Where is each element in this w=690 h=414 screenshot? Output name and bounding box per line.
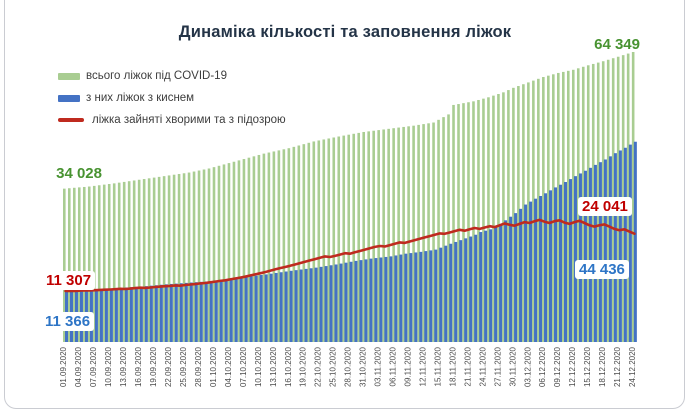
x-axis-tick-label: 10.09.2020 — [104, 346, 113, 387]
legend-label: всього ліжок під COVID-19 — [86, 70, 227, 82]
legend-label: з них ліжок з киснем — [86, 92, 195, 104]
x-axis-tick-label: 28.09.2020 — [194, 346, 203, 387]
x-axis-tick-label: 19.09.2020 — [149, 346, 158, 387]
oxygen-beds-bars — [65, 141, 637, 342]
x-axis-tick-label: 06.12.2020 — [538, 346, 547, 387]
x-axis-tick-label: 16.10.2020 — [284, 346, 293, 387]
annotation-occupied-start: 11 307 — [42, 271, 96, 290]
x-axis-tick-label: 19.10.2020 — [299, 346, 308, 387]
x-axis-tick-label: 03.11.2020 — [374, 346, 383, 386]
x-axis-tick-label: 15.12.2020 — [583, 346, 592, 387]
x-axis-tick-label: 31.10.2020 — [359, 346, 368, 387]
x-axis-tick-label: 06.11.2020 — [389, 346, 398, 386]
x-axis-tick-label: 16.09.2020 — [134, 346, 143, 387]
total-beds-swatch-icon — [58, 72, 80, 80]
x-axis-tick-label: 25.10.2020 — [329, 346, 338, 387]
x-axis-tick-label: 10.10.2020 — [254, 346, 263, 387]
annotation-oxygen-start: 11 366 — [41, 312, 95, 331]
x-axis-tick-label: 18.12.2020 — [598, 346, 607, 387]
x-axis-tick-label: 04.09.2020 — [74, 346, 83, 387]
legend-label: ліжка зайняті хворими та з підозрою — [92, 114, 286, 126]
x-axis-tick-label: 04.10.2020 — [224, 346, 233, 387]
x-axis-tick-label: 24.11.2020 — [478, 346, 487, 386]
x-axis-tick-label: 12.11.2020 — [419, 346, 428, 386]
x-axis-tick-label: 15.11.2020 — [433, 346, 442, 386]
annotation-oxygen-end: 44 436 — [575, 260, 629, 279]
x-axis-tick-label: 22.10.2020 — [314, 346, 323, 387]
x-axis-tick-label: 25.09.2020 — [179, 346, 188, 387]
x-axis-labels: 01.09.2020 04.09.2020 07.09.2020 10.09.2020… — [59, 346, 637, 387]
x-axis-tick-label: 13.09.2020 — [119, 346, 128, 387]
x-axis-tick-label: 24.12.2020 — [628, 346, 637, 387]
x-axis-tick-label: 01.10.2020 — [209, 346, 218, 387]
oxygen-beds-swatch-icon — [58, 94, 80, 102]
x-axis-tick-label: 07.09.2020 — [89, 346, 98, 387]
x-axis-tick-label: 09.12.2020 — [553, 346, 562, 387]
x-axis-tick-label: 03.12.2020 — [523, 346, 532, 387]
x-axis-tick-label: 27.11.2020 — [493, 346, 502, 386]
x-axis-tick-label: 13.10.2020 — [269, 346, 278, 387]
annotation-occupied-end: 24 041 — [578, 197, 632, 216]
occupied-beds-line — [64, 218, 636, 293]
legend-item-oxygen-beds: з них ліжок з киснем — [58, 87, 286, 109]
annotation-total-beds-start: 34 028 — [56, 165, 102, 182]
x-axis-tick-label: 30.11.2020 — [508, 346, 517, 386]
occupied-beds-line-swatch-icon — [58, 118, 84, 122]
legend-item-total-beds: всього ліжок під COVID-19 — [58, 65, 286, 87]
legend-item-occupied-beds: ліжка зайняті хворими та з підозрою — [58, 109, 286, 131]
x-axis-tick-label: 28.10.2020 — [344, 346, 353, 387]
chart-legend: всього ліжок під COVID-19 з них ліжок з … — [58, 65, 286, 131]
chart-title: Динаміка кількості та заповнення ліжок — [178, 23, 512, 41]
x-axis-tick-label: 01.09.2020 — [59, 346, 68, 387]
x-axis-tick-label: 07.10.2020 — [239, 346, 248, 387]
x-axis-tick-label: 22.09.2020 — [164, 346, 173, 387]
annotation-total-beds-end: 64 349 — [594, 36, 640, 53]
x-axis-tick-label: 21.11.2020 — [463, 346, 472, 386]
x-axis-tick-label: 09.11.2020 — [404, 346, 413, 386]
x-axis-tick-label: 21.12.2020 — [613, 346, 622, 387]
x-axis-tick-label: 18.11.2020 — [448, 346, 457, 386]
x-axis-tick-label: 12.12.2020 — [568, 346, 577, 387]
